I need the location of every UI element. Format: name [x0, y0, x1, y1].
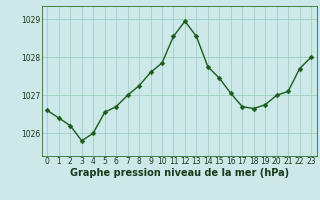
X-axis label: Graphe pression niveau de la mer (hPa): Graphe pression niveau de la mer (hPa) [70, 168, 289, 178]
